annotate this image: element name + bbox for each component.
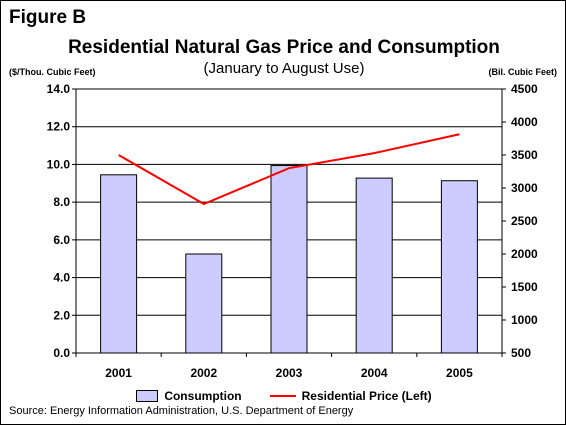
chart-title: Residential Natural Gas Price and Consum… xyxy=(68,37,500,58)
legend-swatch-consumption xyxy=(136,390,159,402)
left-tick-label: 2.0 xyxy=(53,308,70,322)
x-tick-label: 2003 xyxy=(276,366,303,380)
left-tick-label: 14.0 xyxy=(47,82,71,96)
left-axis-label: ($/Thou. Cubic Feet) xyxy=(9,67,96,77)
right-tick-label: 4500 xyxy=(511,82,538,96)
left-tick-label: 8.0 xyxy=(53,195,70,209)
bar-consumption xyxy=(100,174,138,354)
left-tick-label: 6.0 xyxy=(53,233,70,247)
left-tick-label: 4.0 xyxy=(53,271,70,285)
bar-consumption xyxy=(270,165,308,354)
right-tick-label: 4000 xyxy=(511,115,538,129)
x-tick-label: 2001 xyxy=(105,366,132,380)
left-tick-label: 12.0 xyxy=(47,120,71,134)
legend-item-consumption: Consumption xyxy=(136,389,242,403)
left-tick-label: 10.0 xyxy=(47,157,71,171)
left-tick-label: 0.0 xyxy=(53,346,70,360)
right-tick-label: 2500 xyxy=(511,214,538,228)
x-tick-label: 2002 xyxy=(190,366,217,380)
bar-consumption xyxy=(440,180,478,354)
x-tick-label: 2005 xyxy=(446,366,473,380)
right-axis-label: (Bil. Cubic Feet) xyxy=(488,67,557,77)
right-tick-label: 2000 xyxy=(511,247,538,261)
legend-label-consumption: Consumption xyxy=(164,389,242,403)
x-tick-label: 2004 xyxy=(361,366,388,380)
line-residential-price xyxy=(118,133,460,206)
figure-label: Figure B xyxy=(9,7,87,28)
legend: Consumption Residential Price (Left) xyxy=(1,389,565,403)
legend-item-price: Residential Price (Left) xyxy=(269,389,432,403)
source-note: Source: Energy Information Administratio… xyxy=(9,405,354,417)
right-tick-label: 3000 xyxy=(511,181,538,195)
right-tick-label: 1500 xyxy=(511,280,538,294)
bar-consumption xyxy=(185,253,223,354)
bar-consumption xyxy=(355,177,393,354)
right-tick-label: 3500 xyxy=(511,148,538,162)
plot-border xyxy=(75,88,503,354)
legend-swatch-price xyxy=(269,395,296,397)
chart-subtitle: (January to August Use) xyxy=(203,60,365,77)
right-tick-label: 1000 xyxy=(511,313,538,327)
legend-label-price: Residential Price (Left) xyxy=(301,389,432,403)
right-tick-label: 500 xyxy=(511,346,531,360)
